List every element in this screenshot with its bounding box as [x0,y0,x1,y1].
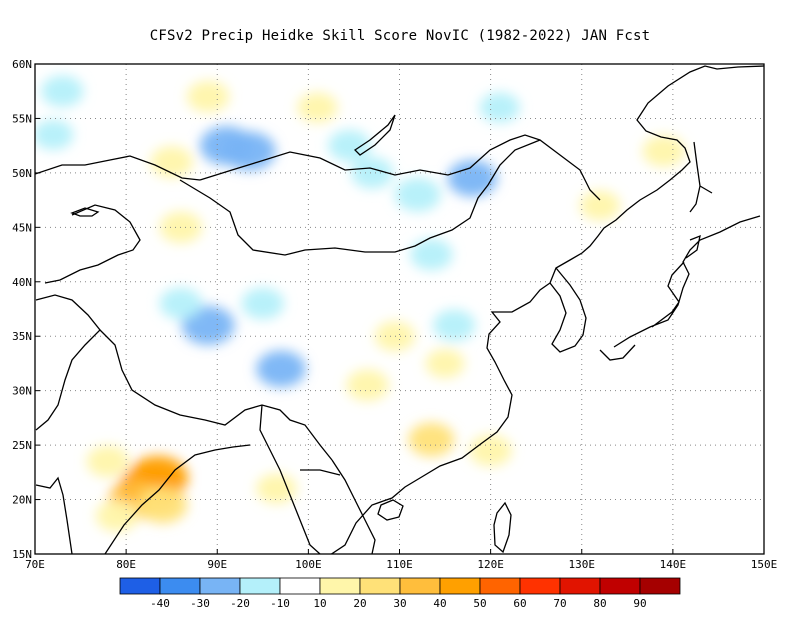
colorbar-label: -30 [190,597,210,610]
skill-patch [256,350,306,388]
lon-tick-label: 80E [116,558,136,571]
skill-patch [137,486,188,524]
skill-patch [432,309,476,342]
map-title: CFSv2 Precip Heidke Skill Score NovIC (1… [149,28,651,44]
lake-balkhash [70,207,100,217]
lon-tick-label: 130E [569,558,596,571]
coastline-japan [599,215,761,361]
colorbar-swatch [519,577,561,595]
grid-lines [35,64,764,554]
skill-patch [579,190,621,221]
colorbar: -40 -30 -20 -10 10 20 30 40 50 60 70 80 90 [119,577,681,610]
lon-tick-label: 90E [207,558,227,571]
lake-baikal [353,114,396,156]
skill-patch [374,321,416,352]
border-mongolia-china [179,139,601,256]
skill-patch [408,422,455,457]
lat-tick-label: 40N [12,276,32,289]
coastline-korea [549,267,587,353]
colorbar-label: 50 [473,597,486,610]
skill-patch [41,75,84,107]
skill-patch [150,146,193,178]
coastline-china-east [330,65,764,554]
coastline-sakhalin [689,141,713,213]
coastline-india [35,444,251,554]
coastline-hainan [377,499,404,521]
lat-tick-label: 50N [12,167,32,180]
axis-ticks: 70E 80E 90E 100E 110E 120E 130E 140E 150E 15N 20N 2… [12,58,777,571]
skill-patch [241,287,285,320]
colorbar-swatch [559,577,601,595]
lat-tick-label: 30N [12,385,32,398]
skill-patch [328,129,371,162]
colorbar-label: 20 [353,597,366,610]
colorbar-swatch [639,577,681,595]
colorbar-label: -20 [230,597,250,610]
skill-field [35,75,686,532]
colorbar-label: 70 [553,597,566,610]
skill-patch [159,287,203,320]
lon-tick-label: 140E [660,558,687,571]
colorbar-swatch [279,577,321,595]
coastline-taiwan [493,501,512,554]
colorbar-swatch [439,577,481,595]
skill-patch [95,500,139,532]
skill-patch [297,92,338,123]
colorbar-label: 90 [633,597,646,610]
lon-tick-label: 120E [477,558,504,571]
border-indochina [259,404,376,554]
lon-tick-label: 100E [295,558,322,571]
skill-patch [479,92,520,123]
lat-tick-label: 60N [12,58,32,71]
lat-tick-label: 15N [12,548,32,561]
skill-patch [86,445,130,478]
colorbar-swatch [319,577,361,595]
colorbar-swatch [399,577,441,595]
colorbar-label: 80 [593,597,606,610]
skill-patch [425,348,465,378]
skill-patch [447,160,498,197]
lat-tick-label: 25N [12,439,32,452]
colorbar-label: -40 [150,597,170,610]
skill-patch [181,305,235,345]
skill-patch [35,119,74,150]
lon-tick-label: 150E [751,558,778,571]
colorbar-swatch [239,577,281,595]
border-himalaya [99,329,333,461]
colorbar-swatch [599,577,641,595]
skill-patch [469,434,512,467]
colorbar-label: -10 [270,597,290,610]
colorbar-swatch [479,577,521,595]
lat-tick-label: 35N [12,330,32,343]
colorbar-swatch [199,577,241,595]
lat-tick-label: 55N [12,112,32,125]
lat-tick-label: 45N [12,221,32,234]
colorbar-label: 30 [393,597,406,610]
colorbar-label: 10 [313,597,326,610]
colorbar-swatch [359,577,401,595]
skill-patch [186,80,230,113]
skill-patch [350,157,394,189]
coastlines [35,65,764,554]
border-russia-mongolia [199,134,541,181]
skill-patch [410,238,453,271]
colorbar-swatch [119,577,161,595]
lon-tick-label: 70E [25,558,45,571]
colorbar-label: 60 [513,597,526,610]
colorbar-swatch [159,577,201,595]
skill-patch [394,177,441,212]
skill-patch [346,369,389,401]
lat-tick-label: 20N [12,494,32,507]
border-kazakhstan [35,155,201,284]
skill-patch [256,473,297,504]
lon-tick-label: 110E [386,558,413,571]
border-west [35,294,101,431]
skill-patch [642,135,686,167]
colorbar-label: 40 [433,597,446,610]
